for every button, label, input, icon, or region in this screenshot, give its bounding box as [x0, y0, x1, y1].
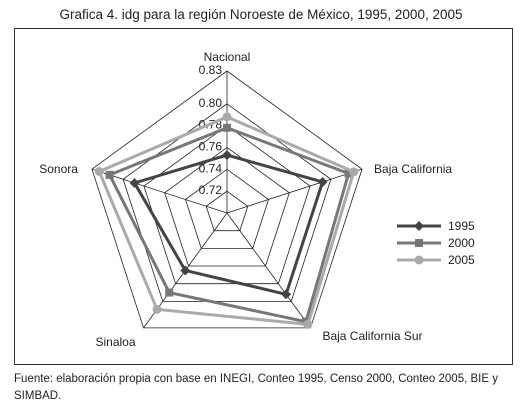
category-label: Sinaloa: [96, 335, 136, 349]
radar-grid: [91, 70, 363, 329]
legend-swatch-marker: [415, 238, 423, 247]
data-point-2005: [222, 112, 232, 122]
data-point-1995: [222, 150, 232, 161]
tick-label: 0.76: [199, 139, 223, 153]
grid-ring: [184, 168, 270, 249]
grid-ring: [205, 190, 249, 232]
data-point-2000: [223, 123, 231, 132]
legend-swatch: [397, 238, 441, 247]
grid-spoke: [226, 212, 311, 329]
series-line-1995: [132, 153, 325, 297]
legend-entry-1995: 1995: [396, 217, 475, 234]
legend-swatch: [397, 255, 441, 264]
legend-label: 2005: [448, 252, 475, 267]
legend-swatch-marker: [414, 255, 424, 264]
chart-legend: 1995 2000 2005: [396, 217, 475, 268]
category-label: Nacional: [204, 50, 251, 64]
data-point-1995: [180, 265, 191, 276]
legend-entry-2000: 2000: [396, 234, 475, 251]
grid-spoke: [91, 168, 228, 214]
data-point-1995: [317, 176, 328, 187]
grid-spoke: [226, 168, 363, 214]
data-point-1995: [129, 177, 140, 188]
chart-title: Grafica 4. idg para la región Noroeste d…: [59, 7, 463, 22]
grid-ring: [122, 103, 332, 302]
data-point-2000: [344, 169, 353, 178]
grid-ring: [164, 146, 290, 267]
legend-swatch: [397, 220, 441, 231]
tick-label: 0.74: [199, 161, 223, 175]
source-note: Fuente: elaboración propia con base en I…: [14, 373, 498, 402]
data-point-2005: [349, 167, 359, 177]
radar-category-labels: Nacional Baja California Baja California S…: [39, 50, 452, 349]
category-label: Baja California: [374, 162, 452, 176]
data-point-2005: [152, 304, 162, 314]
tick-label: 0.72: [199, 183, 223, 197]
data-point-1995: [281, 289, 292, 300]
grid-ring: [91, 70, 363, 329]
legend-label: 2000: [448, 235, 475, 250]
legend-entry-2005: 2005: [396, 251, 475, 268]
data-point-2005: [303, 319, 313, 329]
tick-label: 0.80: [199, 96, 223, 110]
data-point-2000: [105, 170, 114, 179]
series-line-2005: [97, 115, 356, 326]
radar-series: [94, 112, 359, 329]
series-line-2000: [107, 126, 351, 324]
legend-label: 1995: [448, 218, 475, 233]
tick-label: 0.83: [199, 63, 223, 77]
data-point-2000: [165, 288, 174, 297]
data-point-2005: [94, 166, 104, 176]
category-label: Sonora: [39, 162, 78, 176]
legend-swatch-marker: [414, 220, 424, 231]
category-label: Baja California Sur: [322, 329, 422, 343]
chart-frame: [14, 28, 513, 365]
